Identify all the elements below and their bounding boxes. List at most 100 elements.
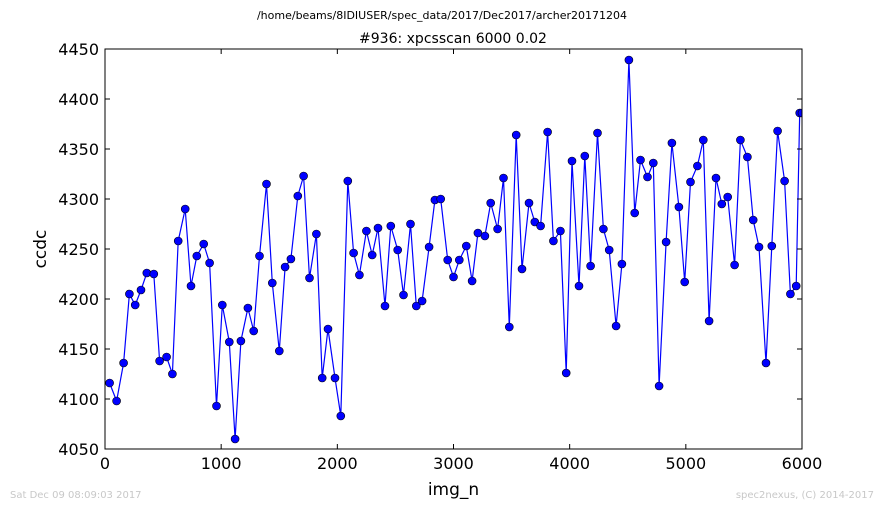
- data-point: [624, 55, 634, 65]
- data-point: [648, 158, 658, 168]
- data-point: [362, 226, 371, 236]
- data-point: [524, 198, 534, 208]
- y-tick-label: 4100: [58, 390, 99, 409]
- data-point: [461, 241, 471, 251]
- data-point: [454, 255, 464, 265]
- data-point: [373, 223, 383, 233]
- data-point: [155, 356, 164, 366]
- data-point: [543, 127, 552, 137]
- data-point: [249, 326, 258, 336]
- data-point: [255, 251, 264, 261]
- data-point: [212, 401, 221, 411]
- data-point: [236, 336, 246, 346]
- x-tick-label: 0: [100, 454, 110, 473]
- file-path-header: /home/beams/8IDIUSER/spec_data/2017/Dec2…: [257, 9, 627, 22]
- data-point: [330, 373, 340, 383]
- x-tick-label: 6000: [782, 454, 823, 473]
- data-point: [262, 179, 271, 189]
- data-point: [567, 156, 577, 166]
- data-point: [424, 242, 434, 252]
- data-point: [205, 258, 214, 268]
- y-axis-label: ccdc: [31, 230, 51, 269]
- data-point: [299, 171, 308, 181]
- data-point: [711, 173, 721, 183]
- axes-frame: [104, 48, 803, 450]
- data-point: [286, 254, 296, 264]
- data-point: [274, 346, 284, 356]
- series-line: [109, 59, 802, 440]
- data-point: [686, 177, 695, 187]
- data-point: [680, 277, 690, 287]
- data-point: [312, 229, 321, 239]
- y-tick-label: 4200: [58, 290, 99, 309]
- data-point: [305, 273, 314, 283]
- data-point: [367, 250, 377, 260]
- plot-area: 0 1000 2000 3000 4000 5000 6000 4050 4100 4150 420…: [58, 40, 822, 473]
- data-point: [317, 373, 327, 383]
- data-point: [636, 155, 645, 165]
- data-point: [186, 281, 196, 291]
- data-point: [704, 316, 714, 326]
- data-point: [130, 300, 140, 310]
- y-tick-label: 4050: [58, 440, 99, 459]
- data-point: [586, 261, 595, 271]
- data-point: [580, 151, 590, 161]
- data-point: [119, 358, 128, 368]
- data-point: [336, 411, 346, 421]
- data-point: [754, 242, 764, 252]
- footer-credit: spec2nexus, (C) 2014-2017: [736, 490, 874, 501]
- data-point: [561, 368, 571, 378]
- y-tick-label: 4150: [58, 340, 99, 359]
- data-point: [323, 324, 333, 334]
- data-point: [380, 301, 390, 311]
- data-point: [486, 198, 496, 208]
- data-point: [717, 199, 727, 209]
- data-point: [180, 204, 190, 214]
- data-point: [617, 259, 627, 269]
- data-point: [199, 239, 208, 249]
- data-point: [556, 226, 565, 236]
- data-point: [698, 135, 708, 145]
- y-tick-label: 4400: [58, 90, 99, 109]
- data-point: [661, 237, 671, 247]
- data-point: [149, 269, 159, 279]
- data-point: [125, 289, 134, 299]
- data-point: [280, 262, 290, 272]
- data-point: [511, 130, 521, 140]
- data-point: [667, 138, 677, 148]
- data-point: [436, 194, 446, 204]
- data-point: [406, 219, 415, 229]
- series-layer: [105, 55, 802, 444]
- data-point: [349, 248, 358, 258]
- data-point: [399, 290, 408, 300]
- data-point: [674, 202, 684, 212]
- data-point: [517, 264, 527, 274]
- data-point: [791, 281, 801, 291]
- data-point: [743, 152, 752, 162]
- data-point: [393, 245, 403, 255]
- data-point: [773, 126, 782, 136]
- data-point: [192, 251, 202, 261]
- y-tick-label: 4350: [58, 140, 99, 159]
- data-point: [654, 381, 664, 391]
- data-point: [168, 369, 177, 379]
- data-point: [604, 245, 614, 255]
- data-point: [643, 172, 652, 182]
- data-point: [386, 221, 396, 231]
- data-point: [723, 192, 733, 202]
- data-point: [173, 236, 183, 246]
- y-tick-label: 4300: [58, 190, 99, 209]
- data-point: [142, 268, 152, 278]
- data-point: [355, 270, 364, 280]
- data-point: [443, 255, 453, 265]
- data-point: [417, 296, 427, 306]
- data-point: [112, 396, 121, 406]
- y-tick-label: 4250: [58, 240, 99, 259]
- data-point: [504, 322, 514, 332]
- data-point: [493, 224, 502, 234]
- x-axis-label: img_n: [428, 480, 479, 500]
- data-point: [343, 176, 353, 186]
- data-point: [499, 173, 508, 183]
- data-point: [630, 208, 640, 218]
